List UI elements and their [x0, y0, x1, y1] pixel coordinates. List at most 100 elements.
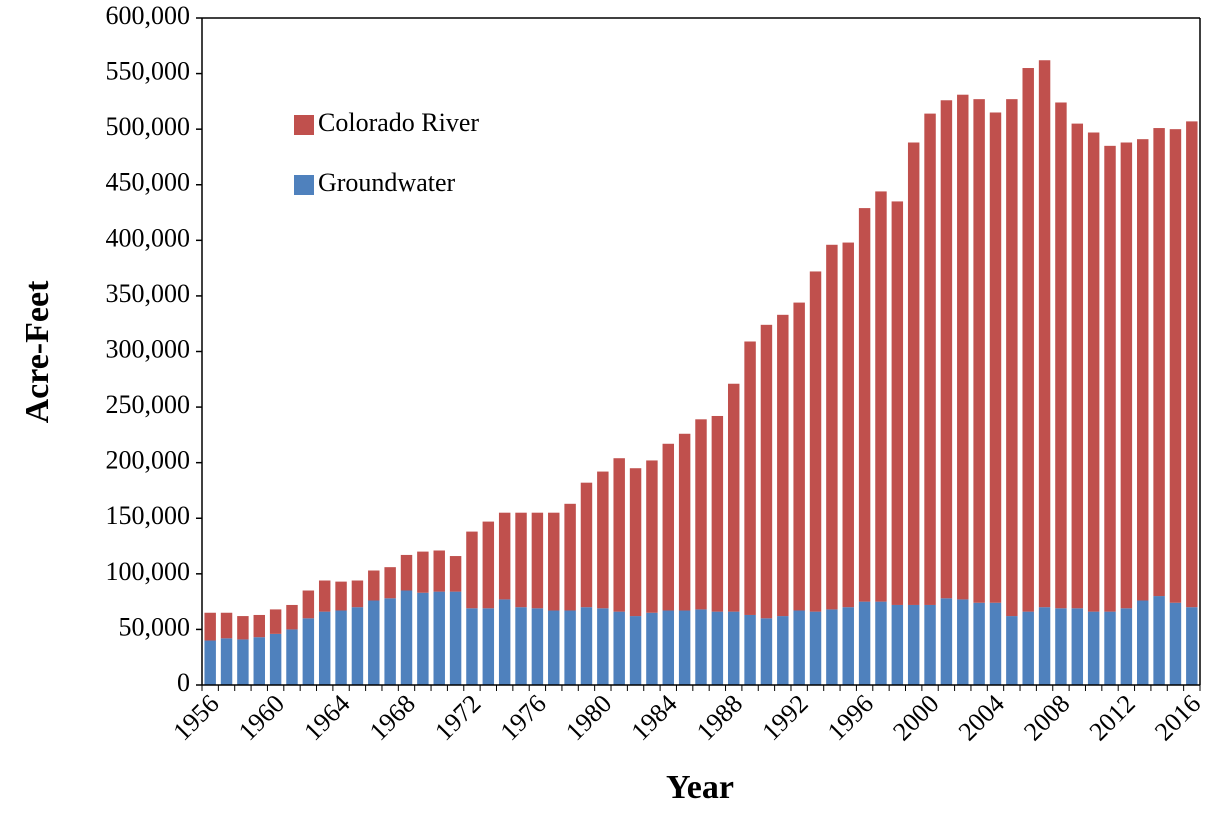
x-tick-label: 1996: [822, 689, 879, 746]
bar-segment: [1104, 611, 1116, 685]
bar-segment: [1153, 128, 1165, 597]
bar-segment: [564, 503, 576, 611]
bar-segment: [924, 604, 936, 685]
x-tick-label: 1984: [625, 689, 682, 746]
bar-segment: [858, 208, 871, 602]
bar-segment: [662, 610, 675, 685]
bar-segment: [498, 512, 511, 600]
x-tick-label: 1956: [167, 689, 224, 746]
bar-segment: [237, 616, 249, 640]
bar-segment: [727, 383, 740, 612]
bar-segment: [1153, 596, 1165, 685]
y-tick-label: 400,000: [106, 223, 191, 252]
bar-segment: [744, 341, 756, 615]
bar-segment: [384, 598, 396, 685]
bar-segment: [826, 609, 838, 685]
bar-segment: [400, 554, 413, 591]
y-tick-label: 150,000: [106, 501, 191, 530]
bar-segment: [1022, 611, 1034, 685]
bar-segment: [842, 607, 854, 685]
bar-segment: [1137, 600, 1149, 685]
bar-segment: [1071, 123, 1084, 609]
bar-segment: [760, 324, 773, 619]
x-tick-label: 2000: [887, 689, 944, 746]
bar-segment: [760, 618, 773, 685]
bar-segment: [597, 471, 609, 609]
x-tick-label: 1968: [364, 689, 421, 746]
legend-label: Colorado River: [318, 108, 479, 137]
bar-segment: [940, 100, 953, 599]
bar-segment: [417, 551, 429, 593]
bar-segment: [613, 458, 625, 612]
x-tick-label: 1988: [691, 689, 748, 746]
bar-segment: [466, 608, 478, 685]
legend: Groundwater Colorado River: [294, 108, 479, 197]
bar-segment: [400, 590, 413, 685]
bar-segment: [433, 550, 445, 592]
x-tick-label: 1976: [495, 689, 552, 746]
bar-segment: [826, 244, 838, 610]
bar-segment: [957, 599, 969, 685]
bar-segment: [989, 602, 1002, 685]
bar-segment: [204, 640, 216, 685]
bar-segment: [1055, 608, 1067, 685]
bar-segment: [924, 113, 936, 605]
bar-segment: [875, 601, 887, 685]
y-tick-label: 500,000: [106, 112, 191, 141]
bar-segment: [580, 607, 593, 685]
bar-segment: [220, 612, 233, 639]
bar-segment: [269, 633, 282, 685]
bar-segment: [417, 592, 429, 685]
bar-segment: [678, 610, 691, 685]
bar-segment: [1169, 129, 1182, 603]
bar-segment: [662, 443, 675, 611]
x-tick-label: 2004: [953, 689, 1010, 746]
bar-segment: [1169, 602, 1182, 685]
bar-segment: [1186, 121, 1198, 608]
x-tick-label: 1964: [298, 689, 355, 746]
y-tick-label: 200,000: [106, 446, 191, 475]
bar-segment: [335, 581, 347, 611]
bar-segment: [482, 521, 495, 609]
bar-segment: [318, 580, 331, 612]
bar-segment: [973, 99, 985, 603]
x-axis-title: Year: [666, 769, 734, 806]
bar-segment: [629, 616, 642, 685]
bar-segment: [1006, 616, 1018, 685]
bar-segment: [646, 612, 658, 685]
bar-segment: [1006, 99, 1018, 617]
bar-segment: [695, 609, 707, 685]
y-tick-label: 550,000: [106, 57, 191, 86]
bar-segment: [269, 609, 282, 634]
bar-segment: [449, 591, 462, 685]
bar-segment: [466, 531, 478, 609]
bar-segment: [793, 302, 805, 611]
bar-segment: [548, 610, 560, 685]
bar-segment: [384, 567, 396, 599]
bar-segment: [449, 556, 462, 592]
bar-segment: [253, 614, 265, 638]
y-tick-label: 0: [177, 668, 190, 697]
bar-segment: [957, 94, 969, 600]
bar-segment: [237, 639, 249, 685]
bar-segment: [891, 201, 904, 605]
bar-segment: [498, 599, 511, 685]
bar-segment: [793, 610, 805, 685]
bar-segment: [433, 591, 445, 685]
bar-segment: [531, 512, 544, 609]
bar-segment: [809, 271, 822, 612]
y-tick-label: 50,000: [119, 612, 191, 641]
x-tick-label: 1992: [756, 689, 813, 746]
bar-segment: [335, 610, 347, 685]
x-tick-label: 2008: [1018, 689, 1075, 746]
bar-segment: [613, 611, 625, 685]
bar-segment: [842, 242, 854, 608]
bar-segment: [253, 637, 265, 685]
x-tick-label: 1960: [233, 689, 290, 746]
bar-segment: [531, 608, 544, 685]
bar-segment: [548, 512, 560, 611]
y-tick-label: 350,000: [106, 279, 191, 308]
y-tick-label: 100,000: [106, 557, 191, 586]
bar-segment: [711, 611, 724, 685]
